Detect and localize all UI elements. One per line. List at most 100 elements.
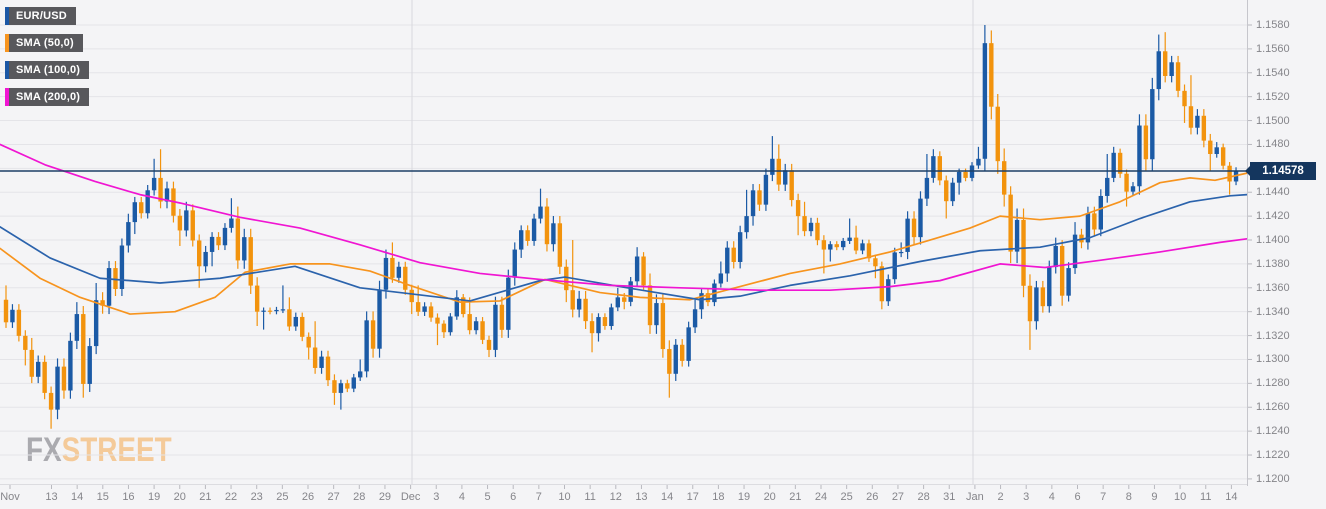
x-axis-label: 27 xyxy=(891,491,905,503)
candle-down xyxy=(16,309,22,336)
candle-up xyxy=(512,249,517,278)
candle-down xyxy=(660,303,666,350)
y-axis-label: 1.1500 xyxy=(1256,114,1290,127)
y-axis-label: 1.1240 xyxy=(1256,425,1290,438)
candle-up xyxy=(68,340,73,391)
candle-down xyxy=(1021,219,1026,286)
candle-up xyxy=(351,377,356,389)
candle-down xyxy=(602,317,608,327)
candle-up xyxy=(493,304,498,350)
legend-item-sma50[interactable]: SMA (50,0) xyxy=(5,34,83,52)
candle-down xyxy=(1188,106,1194,128)
candle-down xyxy=(1002,161,1007,195)
candle-up xyxy=(1195,115,1200,128)
candle-down xyxy=(1227,165,1232,182)
candle-up xyxy=(151,177,157,191)
watermark-street: STREET xyxy=(61,431,172,469)
candle-down xyxy=(647,285,653,326)
x-axis-label: 14 xyxy=(660,491,674,503)
legend-item-sma100[interactable]: SMA (100,0) xyxy=(5,61,90,79)
candle-down xyxy=(873,258,878,267)
sma-200-line xyxy=(0,143,1248,292)
candle-up xyxy=(1156,51,1161,90)
candle-down xyxy=(622,297,627,302)
x-axis-label: 7 xyxy=(1100,491,1107,503)
x-axis-label: 6 xyxy=(510,491,517,503)
sma-50-line xyxy=(0,172,1248,315)
candle-down xyxy=(834,244,839,248)
candle-up xyxy=(55,366,60,410)
x-axis-label: 26 xyxy=(866,491,879,503)
y-axis-label: 1.1440 xyxy=(1256,186,1290,199)
y-axis-label: 1.1320 xyxy=(1256,329,1290,342)
candle-up xyxy=(725,247,730,274)
candle-down xyxy=(248,237,253,286)
candle-up xyxy=(184,210,189,231)
candle-up xyxy=(126,222,131,246)
candle-up xyxy=(293,316,298,327)
candle-up xyxy=(203,251,208,267)
x-axis-label: 28 xyxy=(917,491,930,503)
x-axis-label: 23 xyxy=(250,491,263,503)
x-axis-label: 24 xyxy=(814,491,828,503)
candle-down xyxy=(815,222,820,241)
candle-up xyxy=(628,281,633,302)
x-axis-label: 22 xyxy=(224,491,238,503)
legend-item-eurusd[interactable]: EUR/USD xyxy=(5,7,76,25)
candle-down xyxy=(441,323,447,333)
x-axis-label: 25 xyxy=(840,491,853,503)
candle-up xyxy=(982,43,988,159)
candle-down xyxy=(821,240,827,250)
candle-down xyxy=(300,316,305,337)
candle-up xyxy=(718,273,724,284)
candle-up xyxy=(74,314,80,341)
candle-up xyxy=(924,177,930,199)
y-axis-label: 1.1200 xyxy=(1256,472,1290,485)
legend-item-sma200[interactable]: SMA (200,0) xyxy=(5,88,90,106)
x-axis-label: 10 xyxy=(1173,491,1187,503)
candle-down xyxy=(680,344,685,361)
candle-down xyxy=(499,304,505,330)
candle-down xyxy=(583,298,588,322)
candle-up xyxy=(886,279,891,302)
legend-color-bar-sma50 xyxy=(5,34,9,52)
x-axis-label: 19 xyxy=(147,491,161,503)
candle-up xyxy=(847,237,852,241)
y-axis-label: 1.1360 xyxy=(1256,281,1290,294)
candle-down xyxy=(409,289,414,303)
candle-down xyxy=(1182,90,1187,107)
grid-lines xyxy=(9,0,1252,489)
x-axis-label: 13 xyxy=(45,491,58,503)
candle-down xyxy=(1143,125,1149,160)
candle-down xyxy=(866,243,872,259)
x-axis-label: Dec xyxy=(400,491,421,503)
watermark-fx: FX xyxy=(26,431,62,469)
x-axis-label: 16 xyxy=(122,491,135,503)
y-axis-label: 1.1520 xyxy=(1256,90,1290,103)
candle-down xyxy=(795,200,801,217)
fxstreet-watermark: FXSTREET xyxy=(26,431,172,470)
candle-up xyxy=(763,174,769,205)
candle-up xyxy=(1111,152,1116,178)
x-axis-label: 14 xyxy=(71,491,84,503)
candle-up xyxy=(686,327,691,361)
candle-up xyxy=(538,206,543,219)
candle-up xyxy=(106,268,112,306)
candle-up xyxy=(1053,245,1058,268)
x-axis-label: Jan xyxy=(966,491,984,503)
candle-up xyxy=(615,297,620,308)
x-axis-label: 25 xyxy=(276,491,289,503)
legend-label-eurusd: EUR/USD xyxy=(9,7,76,25)
candle-up xyxy=(750,190,756,217)
candle-up xyxy=(261,310,266,312)
candle-up xyxy=(1014,219,1020,252)
candle-up xyxy=(222,227,228,246)
candle-up xyxy=(956,171,962,183)
candle-up xyxy=(383,257,389,290)
candle-up xyxy=(892,252,897,280)
current-price-value: 1.14578 xyxy=(1262,164,1304,177)
candle-down xyxy=(139,202,144,214)
candle-down xyxy=(415,302,421,312)
x-axis-label: 5 xyxy=(484,491,491,503)
